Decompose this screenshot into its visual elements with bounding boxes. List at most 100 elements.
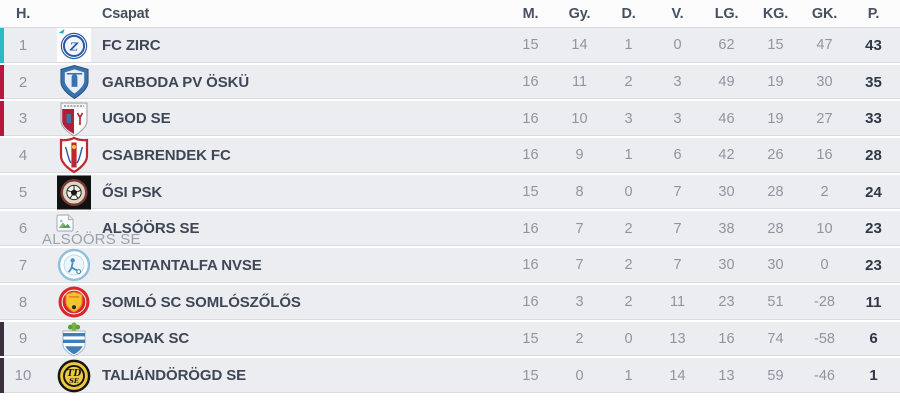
rank: 6 <box>18 220 28 238</box>
logo-alt-text: ALSÓÖRS SE <box>42 231 141 249</box>
stat-wins: 0 <box>575 367 584 384</box>
stat-goals-for: 30 <box>718 257 735 274</box>
stat-draws: 2 <box>624 220 633 237</box>
table-row[interactable]: 1 Z FC ZIRC 15 14 1 0 62 15 47 43 <box>0 28 900 63</box>
stat-goals-for: 62 <box>718 37 735 54</box>
team-name: ŐSI PSK <box>102 183 163 201</box>
stat-goal-diff: 0 <box>820 257 829 274</box>
stat-points: 23 <box>865 256 882 274</box>
team-logo-taliandorogd-se: TD SE <box>46 358 102 393</box>
team-name: ALSÓÖRS SE <box>102 220 200 238</box>
stat-goal-diff: -46 <box>814 367 835 384</box>
team-name: CSABRENDEK FC <box>102 146 231 164</box>
rank: 8 <box>18 293 28 311</box>
rank: 2 <box>18 73 28 91</box>
stat-matches: 16 <box>522 74 539 91</box>
stat-wins: 11 <box>571 74 588 91</box>
stat-wins: 2 <box>575 330 584 347</box>
stat-draws: 1 <box>624 367 633 384</box>
team-logo-osi-psk <box>46 175 102 210</box>
stat-goal-diff: -58 <box>814 330 835 347</box>
stat-wins: 7 <box>575 257 584 274</box>
stat-goals-for: 49 <box>718 74 735 91</box>
stat-goals-for: 46 <box>718 110 735 127</box>
stat-points: 35 <box>865 73 882 91</box>
stat-points: 43 <box>865 36 882 54</box>
rank: 7 <box>18 256 28 274</box>
stat-draws: 2 <box>624 74 633 91</box>
header-wins: Gy. <box>568 5 591 22</box>
stat-matches: 16 <box>522 257 539 274</box>
rank: 1 <box>18 36 28 54</box>
league-standings-table: H. Csapat M. Gy. D. V. LG. KG. GK. P. 1 … <box>0 0 900 393</box>
stat-wins: 3 <box>575 294 584 311</box>
table-row[interactable]: 6 ALSÓÖRS SE 16 7 2 7 38 28 10 23 ALSÓÖR… <box>0 211 900 249</box>
stat-losses: 3 <box>673 74 682 91</box>
rank: 4 <box>18 146 28 164</box>
team-name: SZENTANTALFA NVSE <box>102 256 262 274</box>
team-name: UGOD SE <box>102 110 171 128</box>
svg-text:Z: Z <box>69 40 79 54</box>
stat-matches: 16 <box>522 147 539 164</box>
header-goal-diff: GK. <box>811 5 838 22</box>
table-row[interactable]: 9 CSOPAK SC 15 2 0 13 16 74 -58 6 <box>0 321 900 357</box>
header-losses: V. <box>671 5 684 22</box>
stat-points: 11 <box>865 293 882 311</box>
stat-wins: 7 <box>575 220 584 237</box>
stat-matches: 15 <box>522 367 539 384</box>
rank-color-indicator-dark <box>0 358 4 393</box>
header-rank: H. <box>15 5 31 22</box>
team-logo-csopak-sc <box>46 322 102 357</box>
svg-text:TD: TD <box>67 369 82 379</box>
stat-goals-against: 19 <box>767 74 784 91</box>
stat-points: 23 <box>865 220 882 238</box>
team-name: TALIÁNDÖRÖGD SE <box>102 367 247 385</box>
rank-color-indicator-teal <box>0 28 4 63</box>
table-body: 1 Z FC ZIRC 15 14 1 0 62 15 47 43 2 GARB… <box>0 28 900 393</box>
stat-goals-against: 28 <box>767 220 784 237</box>
table-row[interactable]: 4 CSABRENDEK FC 16 9 1 6 42 26 16 28 <box>0 137 900 174</box>
team-logo-ugod-se <box>46 101 102 137</box>
stat-goals-against: 59 <box>767 367 784 384</box>
stat-losses: 6 <box>673 147 682 164</box>
stat-draws: 0 <box>624 330 633 347</box>
rank: 3 <box>18 110 28 128</box>
stat-goals-for: 16 <box>718 330 735 347</box>
stat-matches: 16 <box>522 294 539 311</box>
stat-wins: 8 <box>575 184 584 201</box>
rank: 10 <box>14 367 32 385</box>
stat-goals-against: 74 <box>767 330 784 347</box>
stat-goal-diff: 30 <box>816 74 833 91</box>
rank-color-indicator <box>0 285 4 320</box>
team-name: FC ZIRC <box>102 36 161 54</box>
stat-losses: 7 <box>673 257 682 274</box>
stat-draws: 1 <box>624 147 633 164</box>
stat-draws: 0 <box>624 184 633 201</box>
stat-goals-against: 51 <box>767 294 784 311</box>
stat-wins: 14 <box>571 37 588 54</box>
table-row[interactable]: 10 TD SE TALIÁNDÖRÖGD SE 15 0 1 14 13 59 … <box>0 358 900 393</box>
stat-goal-diff: 47 <box>816 37 833 54</box>
header-matches: M. <box>522 5 539 22</box>
table-row[interactable]: 7 SZENTANTALFA NVSE 16 7 2 7 30 30 0 23 <box>0 248 900 283</box>
rank-color-indicator <box>0 138 4 173</box>
stat-draws: 1 <box>624 37 633 54</box>
table-row[interactable]: 8 SOMLÓ SC SOMLÓSZŐLŐS 16 3 2 11 23 51 -… <box>0 284 900 320</box>
team-name: CSOPAK SC <box>102 330 190 348</box>
table-row[interactable]: 2 GARBODA PV ÖSKÜ 16 11 2 3 49 19 30 35 <box>0 64 900 100</box>
stat-points: 28 <box>865 146 882 164</box>
stat-wins: 10 <box>571 110 588 127</box>
stat-points: 33 <box>865 110 882 128</box>
stat-matches: 16 <box>522 220 539 237</box>
table-header: H. Csapat M. Gy. D. V. LG. KG. GK. P. <box>0 0 900 28</box>
stat-goals-for: 42 <box>718 147 735 164</box>
stat-goals-against: 28 <box>767 184 784 201</box>
header-goals-for: LG. <box>714 5 739 22</box>
rank-color-indicator <box>0 175 4 210</box>
team-logo-garboda-pv-osku <box>46 65 102 100</box>
table-row[interactable]: 3 UGOD SE 16 10 3 3 46 19 27 33 <box>0 101 900 137</box>
table-row[interactable]: 5 ŐSI PSK 15 8 0 7 30 28 2 24 <box>0 174 900 210</box>
rank-color-indicator-red <box>0 101 4 137</box>
team-name: GARBODA PV ÖSKÜ <box>102 73 250 91</box>
stat-losses: 13 <box>669 330 686 347</box>
